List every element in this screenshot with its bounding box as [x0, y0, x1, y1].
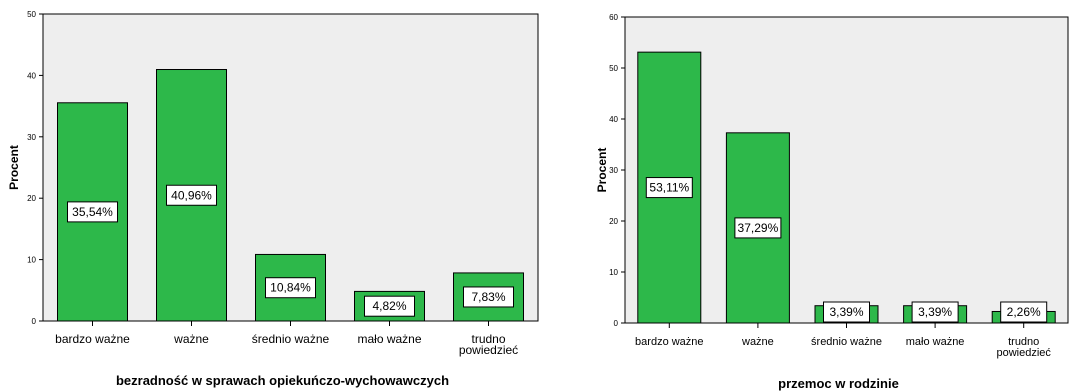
c2-data-label-box [1000, 301, 1048, 323]
c2-data-label: 3,39% [918, 305, 952, 319]
c1-data-label: 7,83% [471, 290, 505, 304]
c1-data-label: 35,54% [72, 205, 113, 219]
c2-ytick-label: 50 [609, 64, 618, 73]
c1-category-label: mało ważne [357, 332, 421, 346]
c2-category-label: mało ważne [906, 336, 965, 348]
c1-ytick-label: 30 [27, 133, 36, 142]
c1-category-label: trudno [471, 332, 505, 346]
c1-ytick-label: 50 [27, 10, 36, 19]
c1-data-label-box [67, 201, 118, 223]
c2-data-label: 3,39% [829, 305, 863, 319]
chart-przemoc: 0 10 20 30 40 50 60 Procent bardzo ważne 53,11% wa… [580, 0, 1070, 391]
c1-data-label-box [364, 295, 415, 317]
c1-ytick-label: 20 [27, 194, 36, 203]
c2-data-label-box [911, 301, 959, 323]
chart-bezradnosc: 0 10 20 30 40 50 Procent bardzo ważne 35,54% ważn… [7, 10, 539, 388]
c2-xlabel: przemoc w rodzinie [778, 376, 899, 391]
c1-ytick-label: 10 [27, 256, 36, 265]
c1-category-label: powiedzieć [459, 343, 518, 357]
c1-xlabel: bezradność w sprawach opiekuńczo-wychowa… [116, 373, 449, 388]
c2-category-label: ważne [741, 336, 774, 348]
c1-data-label: 40,96% [171, 188, 212, 202]
c2-data-label: 37,29% [738, 221, 779, 235]
c1-category-label: ważne [173, 332, 209, 346]
c1-data-label-box [463, 286, 514, 308]
c2-data-label-box [645, 177, 693, 199]
c2-category-label: powiedzieć [996, 347, 1051, 359]
c1-data-label: 10,84% [270, 281, 311, 295]
c2-data-label: 2,26% [1007, 305, 1041, 319]
c1-data-label-box [166, 184, 217, 206]
c2-data-label-box [734, 217, 782, 239]
chart-przemoc-svg: 0 10 20 30 40 50 60 Procent bardzo ważne 53,11% wa… [595, 13, 1069, 391]
c2-ytick-label: 0 [614, 319, 619, 328]
c1-data-label-box [265, 277, 316, 299]
c2-ytick-label: 30 [609, 166, 618, 175]
c2-ytick-label: 20 [609, 217, 618, 226]
c2-data-label-box [823, 301, 870, 323]
chart-bezradnosc-svg: 0 10 20 30 40 50 Procent bardzo ważne 35,54% ważn… [7, 10, 539, 388]
c1-ylabel: Procent [7, 145, 21, 190]
c2-ylabel: Procent [595, 148, 609, 193]
c2-data-label: 53,11% [649, 181, 689, 195]
c2-category-label: bardzo ważne [635, 336, 704, 348]
c2-ytick-label: 40 [609, 115, 618, 124]
c2-ytick-label: 10 [609, 268, 618, 277]
c1-category-label: średnio ważne [252, 332, 330, 346]
c1-ytick-label: 40 [27, 71, 36, 80]
c2-ytick-label: 60 [609, 13, 618, 22]
c2-category-label: średnio ważne [811, 336, 882, 348]
c1-ytick-label: 0 [32, 317, 37, 326]
c1-data-label: 4,82% [372, 299, 406, 313]
c2-category-label: trudno [1008, 336, 1039, 348]
c1-category-label: bardzo ważne [55, 332, 130, 346]
